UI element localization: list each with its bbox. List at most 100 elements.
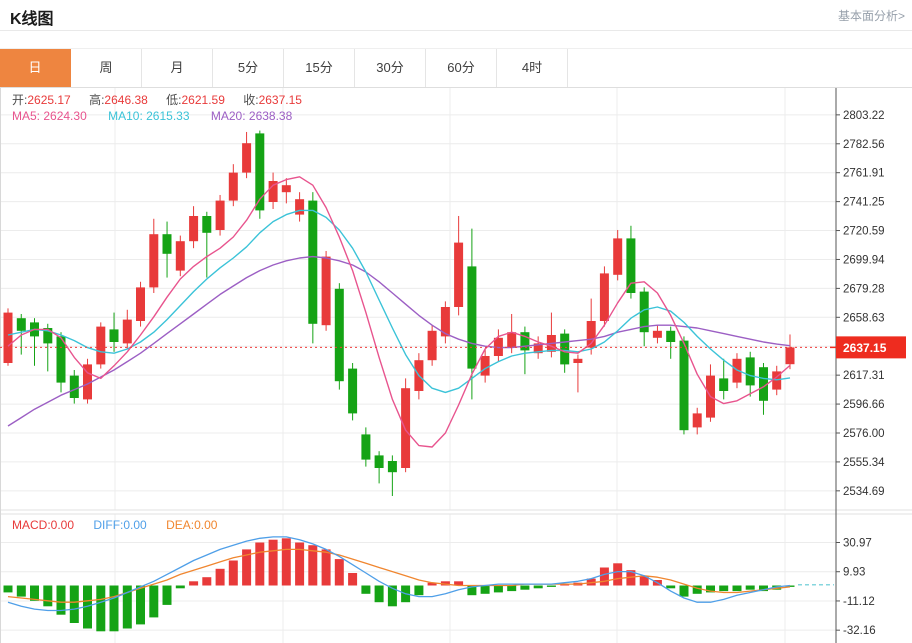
- candle-body: [374, 455, 384, 468]
- macd-bar: [281, 538, 291, 586]
- tab-60min[interactable]: 60分: [426, 49, 497, 87]
- macd-bar: [520, 585, 530, 590]
- candle-body: [427, 330, 437, 361]
- macd-bar: [454, 581, 464, 586]
- tab-day[interactable]: 日: [0, 49, 71, 87]
- macd-bar: [719, 585, 729, 592]
- macd-bar: [136, 585, 145, 625]
- candle-body: [109, 329, 119, 342]
- candle-body: [759, 367, 768, 401]
- macd-bar: [189, 581, 199, 586]
- y-axis-label: 2761.91: [843, 168, 885, 180]
- candle-body: [334, 288, 344, 382]
- candle-body: [520, 332, 530, 351]
- tab-30min[interactable]: 30分: [355, 49, 426, 87]
- candle-body: [626, 238, 636, 293]
- candle-body: [268, 181, 278, 202]
- macd-bar: [679, 585, 689, 597]
- tab-month[interactable]: 月: [142, 49, 213, 87]
- macd-bar: [149, 585, 159, 618]
- candle-body: [16, 318, 26, 331]
- candle-body: [679, 340, 689, 431]
- ma10-readout: MA10: 2615.33: [108, 109, 190, 123]
- ma20-readout: MA20: 2638.38: [210, 109, 293, 123]
- period-tab-bar: 日 周 月 5分 15分 30分 60分 4时: [0, 48, 912, 88]
- candle-body: [401, 388, 411, 468]
- candle-body: [533, 343, 543, 354]
- macd-histogram: [3, 538, 795, 632]
- macd-bar: [348, 573, 358, 586]
- fundamental-analysis-link[interactable]: 基本面分析>: [837, 9, 905, 23]
- grid-lines: [0, 88, 912, 643]
- macd-bar: [83, 585, 92, 629]
- candlesticks[interactable]: [3, 130, 795, 496]
- low-value: 2621.59: [181, 93, 225, 107]
- y-axis-label: -11.12: [843, 596, 875, 608]
- macd-bar: [334, 559, 344, 586]
- candle-body: [295, 199, 305, 215]
- macd-bar: [43, 585, 53, 607]
- macd-bar: [202, 577, 212, 586]
- candle-body: [639, 291, 649, 333]
- y-axis-label: 2534.69: [843, 486, 885, 498]
- dea-value: DEA:0.00: [166, 518, 218, 532]
- candle-body: [652, 330, 662, 338]
- candle-body: [719, 378, 729, 391]
- macd-bar: [546, 585, 556, 587]
- candle-body: [56, 336, 66, 383]
- macd-bar: [295, 542, 305, 586]
- y-axis-label: 2658.63: [843, 312, 885, 324]
- close-value: 2637.15: [258, 93, 302, 107]
- macd-bar: [268, 539, 278, 586]
- candle-body: [348, 368, 358, 414]
- tab-5min[interactable]: 5分: [213, 49, 284, 87]
- tab-week[interactable]: 周: [71, 49, 142, 87]
- macd-lines: [7, 536, 834, 612]
- candle-body: [745, 357, 755, 386]
- macd-bar: [507, 585, 517, 592]
- candle-body: [215, 200, 225, 230]
- macd-bar: [467, 585, 477, 596]
- candle-body: [387, 461, 397, 473]
- macd-bar: [772, 585, 782, 590]
- macd-bar: [706, 585, 715, 593]
- macd-bar: [96, 585, 106, 632]
- candle-body: [255, 133, 265, 211]
- macd-bar: [440, 581, 450, 586]
- candle-body: [162, 234, 172, 254]
- candle-body: [69, 375, 79, 398]
- candle-body: [321, 256, 331, 326]
- y-axis-label: 2576.00: [843, 428, 885, 440]
- tab-4hour[interactable]: 4时: [497, 49, 568, 87]
- candle-body: [480, 356, 490, 376]
- y-axis: 2803.22 2782.56 2761.91 2741.25 2720.59 2699.…: [835, 88, 885, 643]
- macd-bar: [215, 568, 225, 586]
- macd-bar: [745, 585, 755, 590]
- y-axis-label: 2617.31: [843, 370, 885, 382]
- candle-body: [228, 172, 238, 201]
- page-title: K线图: [10, 11, 54, 28]
- macd-bar: [599, 567, 609, 586]
- candle-body: [43, 328, 53, 344]
- y-axis-label: 2679.28: [843, 283, 885, 295]
- diff-value: DIFF:0.00: [93, 518, 147, 532]
- candle-body: [3, 312, 13, 363]
- candle-body: [507, 332, 517, 348]
- kline-chart-canvas[interactable]: 2803.22 2782.56 2761.91 2741.25 2720.59 2699.…: [0, 88, 912, 643]
- macd-bar: [493, 585, 503, 593]
- candle-body: [202, 216, 212, 233]
- tab-15min[interactable]: 15分: [284, 49, 355, 87]
- candle-body: [467, 266, 477, 369]
- high-value: 2646.38: [104, 93, 148, 107]
- macd-bar: [692, 585, 702, 594]
- candle-body: [586, 321, 596, 348]
- macd-bar: [613, 563, 623, 586]
- low-label: 低:: [166, 93, 182, 107]
- candle-body: [189, 216, 199, 242]
- candle-body: [175, 241, 185, 271]
- macd-bar: [162, 585, 172, 605]
- macd-bar: [732, 585, 742, 592]
- macd-bar: [361, 585, 371, 594]
- close-label: 收:: [243, 93, 259, 107]
